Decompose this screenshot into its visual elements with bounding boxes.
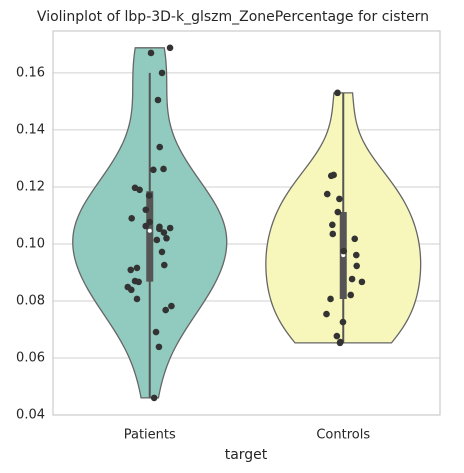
data-point: [150, 166, 157, 174]
data-point: [128, 214, 135, 222]
data-point: [166, 44, 174, 52]
data-point: [135, 278, 142, 286]
y-tick-label: 0.08: [16, 293, 45, 308]
data-point: [339, 318, 347, 326]
data-point: [336, 195, 343, 203]
y-tick-label: 0.06: [16, 350, 45, 365]
data-point: [168, 302, 175, 310]
data-point: [323, 190, 331, 198]
data-point: [142, 206, 150, 214]
data-point: [158, 248, 166, 256]
data-point: [128, 286, 135, 294]
data-point: [153, 236, 161, 244]
data-point: [156, 225, 163, 233]
data-point: [160, 229, 168, 236]
data-point: [156, 143, 164, 151]
data-point: [340, 247, 347, 255]
data-point: [136, 186, 143, 194]
plot-frame: [52, 30, 441, 416]
data-point: [150, 394, 158, 402]
data-point: [147, 49, 155, 57]
y-tick-label: 0.04: [16, 408, 45, 423]
data-point: [160, 165, 167, 173]
chart-title: Violinplot of lbp-3D-k_glszm_ZonePercent…: [37, 9, 429, 25]
x-tick-label: Patients: [124, 428, 176, 443]
data-point: [351, 235, 359, 243]
data-point: [145, 192, 153, 199]
data-point: [334, 208, 342, 216]
data-point: [323, 310, 330, 318]
data-point: [162, 306, 169, 314]
data-point: [133, 264, 141, 272]
data-point: [352, 251, 360, 259]
data-point: [133, 295, 141, 303]
data-point: [142, 222, 150, 230]
data-point: [329, 230, 337, 238]
y-tick-label: 0.16: [16, 65, 45, 80]
data-point: [333, 332, 341, 340]
data-point: [329, 221, 336, 229]
x-tick-label: Controls: [316, 428, 370, 443]
data-point: [166, 224, 174, 232]
data-point: [154, 96, 162, 104]
box-median: [147, 228, 152, 233]
data-point: [158, 69, 166, 77]
data-point: [155, 343, 163, 351]
y-tick-label: 0.12: [16, 179, 45, 194]
y-tick-label: 0.10: [16, 236, 45, 251]
x-axis-label: target: [225, 447, 268, 463]
data-point: [160, 261, 168, 269]
data-point: [336, 339, 344, 347]
data-point: [327, 172, 335, 180]
data-point: [353, 262, 360, 270]
data-point: [348, 275, 356, 283]
data-point: [334, 89, 341, 97]
data-point: [152, 328, 160, 336]
data-point: [127, 266, 135, 274]
data-point: [358, 278, 366, 286]
y-tick-label: 0.14: [16, 122, 45, 137]
data-point: [163, 234, 170, 242]
data-point: [347, 291, 355, 299]
data-point: [327, 295, 334, 303]
